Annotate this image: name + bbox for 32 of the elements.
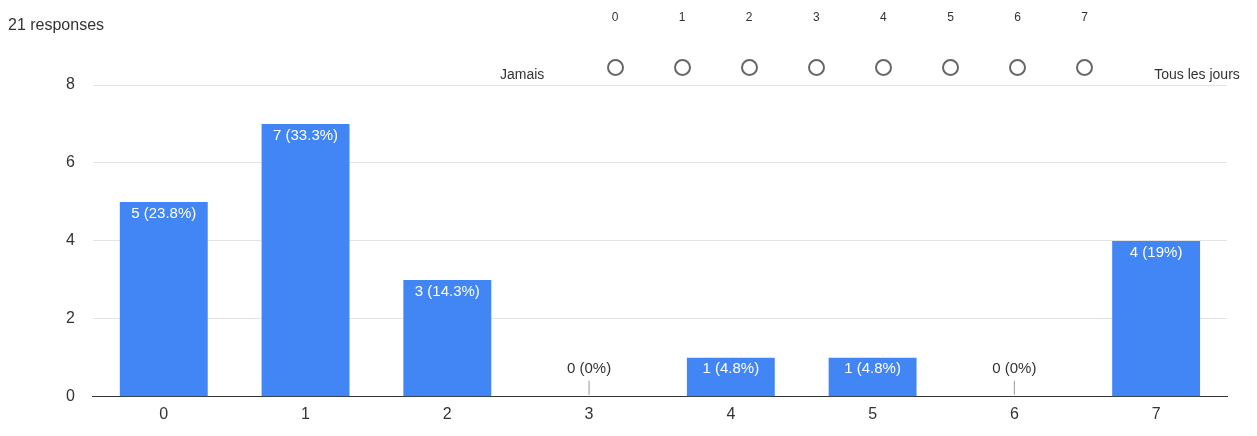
category-label: 2 xyxy=(745,10,753,24)
category-label: 3 xyxy=(812,10,820,24)
x-tick-label: 3 xyxy=(584,404,594,422)
category-label: 6 xyxy=(1014,10,1021,24)
y-tick-label: 4 xyxy=(65,231,75,249)
y-tick-label: 8 xyxy=(65,75,75,93)
text: Tous les jours xyxy=(1154,66,1240,82)
data-label: 4 (19%) xyxy=(1129,242,1183,260)
data-label: 7 (33.3%) xyxy=(273,125,339,143)
data-label: 1 (4.8%) xyxy=(702,359,760,377)
category-label: 0 xyxy=(611,10,619,24)
x-tick-label: 6 xyxy=(1009,404,1019,422)
data-label: 5 (23.8%) xyxy=(131,203,197,221)
x-tick-label: 5 xyxy=(868,404,878,422)
category-label: 5 xyxy=(947,10,954,24)
data-label: 3 (14.3%) xyxy=(414,281,480,299)
x-tick-label: 2 xyxy=(442,404,452,422)
category-label: 1 xyxy=(678,10,686,24)
y-tick-label: 6 xyxy=(65,153,75,171)
data-label: 1 (4.8%) xyxy=(844,359,901,377)
data-label: 0 (0%) xyxy=(992,359,1037,377)
x-tick-label: 7 xyxy=(1151,404,1161,422)
category-label: 7 xyxy=(1081,10,1089,24)
x-tick-label: 0 xyxy=(159,404,169,422)
y-tick-label: 0 xyxy=(65,387,75,405)
text: 21 responses xyxy=(8,16,105,34)
y-tick-label: 2 xyxy=(65,309,75,327)
x-tick-label: 4 xyxy=(726,404,736,422)
text: Jamais xyxy=(500,66,545,82)
x-tick-label: 1 xyxy=(301,404,311,422)
category-label: 4 xyxy=(880,10,887,24)
data-label: 0 (0%) xyxy=(566,359,612,377)
